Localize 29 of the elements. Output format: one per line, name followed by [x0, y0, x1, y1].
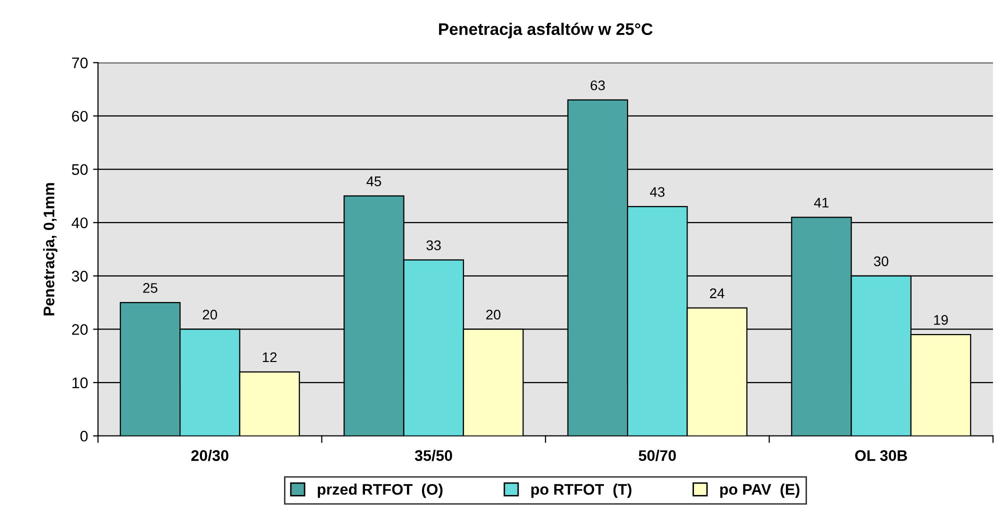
data-label: 43	[650, 187, 664, 197]
data-label: 20	[486, 310, 500, 320]
x-tick-label: 35/50	[414, 450, 452, 462]
data-label: 19	[934, 315, 948, 325]
data-label: 12	[262, 352, 277, 362]
y-tick-label: 30	[72, 270, 88, 282]
data-label: 30	[874, 256, 888, 266]
y-tick-label: 40	[72, 217, 88, 228]
y-tick-label: 70	[72, 58, 88, 68]
data-label: 24	[710, 288, 724, 298]
y-axis-title: Penetracja, 0,1mm	[43, 183, 58, 316]
legend-label: przed RTFOT (O)	[318, 484, 443, 498]
y-tick-label: 10	[72, 377, 88, 388]
x-tick-label: 50/70	[638, 450, 676, 462]
y-tick-label: 60	[72, 110, 88, 122]
y-tick-label: 20	[72, 324, 88, 335]
data-label: 63	[590, 80, 605, 90]
data-label: 45	[366, 176, 382, 186]
data-label: 41	[814, 198, 829, 208]
legend-label: po RTFOT (T)	[531, 484, 632, 498]
x-tick-label: 20/30	[191, 450, 228, 462]
legend-label: po PAV (E)	[720, 484, 800, 498]
data-label: 25	[143, 283, 158, 293]
y-tick-label: 50	[72, 164, 88, 175]
data-label: 33	[426, 240, 441, 250]
x-tick-label: OL 30B	[855, 450, 908, 461]
chart-title: Penetracja asfaltów w 25°C	[439, 22, 653, 38]
data-label: 20	[202, 310, 218, 320]
y-tick-label: 0	[80, 430, 88, 442]
